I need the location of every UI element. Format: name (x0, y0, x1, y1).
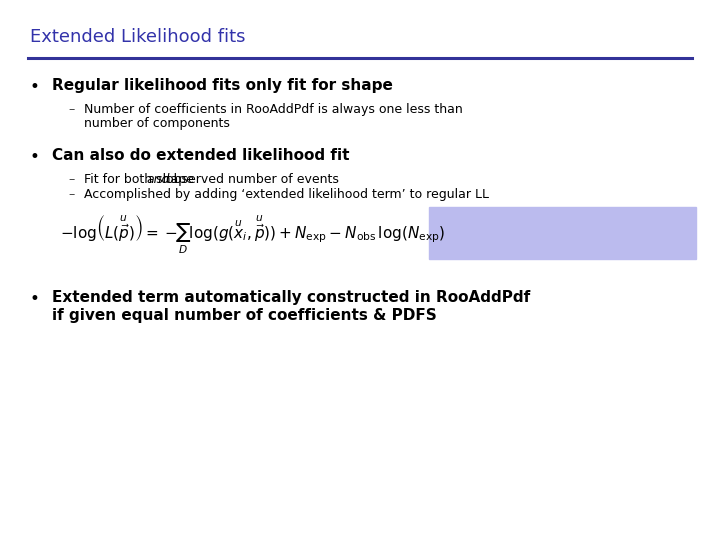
Text: •: • (30, 148, 40, 166)
Text: if given equal number of coefficients & PDFS: if given equal number of coefficients & … (52, 308, 437, 323)
Text: number of components: number of components (84, 117, 230, 130)
Text: Can also do extended likelihood fit: Can also do extended likelihood fit (52, 148, 349, 163)
Text: Extended Likelihood fits: Extended Likelihood fits (30, 28, 246, 46)
Text: observed number of events: observed number of events (162, 173, 339, 186)
Text: –: – (68, 173, 74, 186)
Text: –: – (68, 103, 74, 116)
Text: –: – (68, 188, 74, 201)
Text: Extended term automatically constructed in RooAddPdf: Extended term automatically constructed … (52, 290, 530, 305)
Text: $-\log\!\left(L(\overset{u}{\vec{p}})\right)=-\!\!\sum_{D}\log(g(\overset{u}{x}_: $-\log\!\left(L(\overset{u}{\vec{p}})\ri… (60, 214, 445, 256)
FancyBboxPatch shape (429, 207, 696, 259)
Text: Number of coefficients in RooAddPdf is always one less than: Number of coefficients in RooAddPdf is a… (84, 103, 463, 116)
Text: Accomplished by adding ‘extended likelihood term’ to regular LL: Accomplished by adding ‘extended likelih… (84, 188, 489, 201)
Text: and: and (146, 173, 169, 186)
Text: •: • (30, 78, 40, 96)
Text: Regular likelihood fits only fit for shape: Regular likelihood fits only fit for sha… (52, 78, 393, 93)
Text: Fit for both shape: Fit for both shape (84, 173, 198, 186)
Text: •: • (30, 290, 40, 308)
